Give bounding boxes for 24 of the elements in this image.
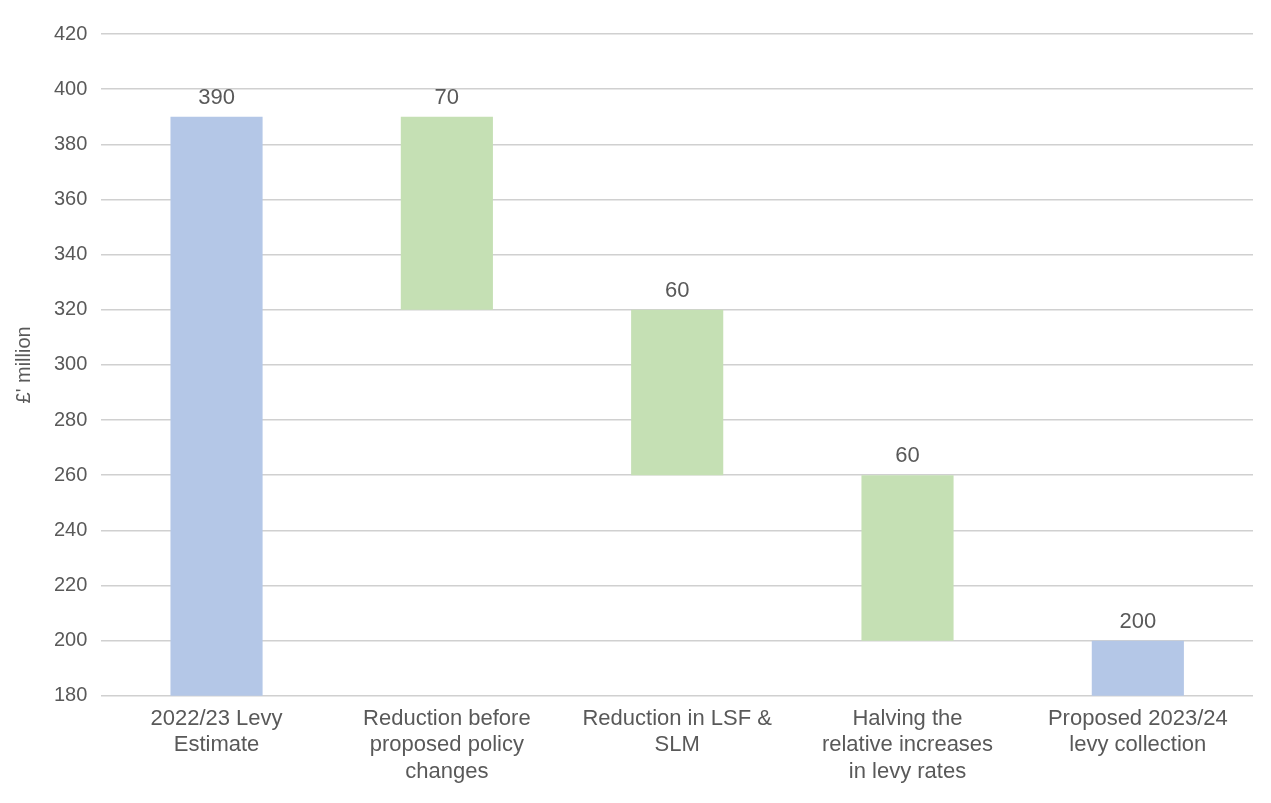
y-tick-label: 420 [53,21,88,44]
y-tick-label: 220 [53,573,88,596]
x-tick-label: Proposed 2023/24 levy collection [1047,705,1228,757]
y-tick-label: 400 [53,76,88,99]
data-label: 200 [1119,607,1157,633]
y-tick-label: 360 [53,186,88,209]
data-label: 390 [198,83,235,109]
x-tick-label: 2022/23 Levy Estimate [150,705,283,757]
y-tick-label: 340 [53,242,88,265]
data-label: 60 [895,442,920,468]
y-tick-label: 280 [53,407,88,430]
y-tick-label: 320 [53,297,88,320]
y-tick-label: 200 [53,628,88,651]
x-tick-label: Reduction in LSF & SLM [582,705,773,757]
y-tick-label: 300 [53,352,88,375]
x-tick-label: Halving the relative increases in levy rates [821,705,994,783]
y-axis-title: £' million [11,326,34,404]
data-label: 60 [664,276,690,302]
y-tick-label: 180 [53,683,88,706]
data-label: 70 [434,83,460,109]
y-tick-label: 260 [53,462,88,485]
x-tick-label: Reduction before proposed policy changes [363,705,531,783]
y-tick-label: 240 [53,517,88,540]
y-tick-label: 380 [53,131,88,154]
